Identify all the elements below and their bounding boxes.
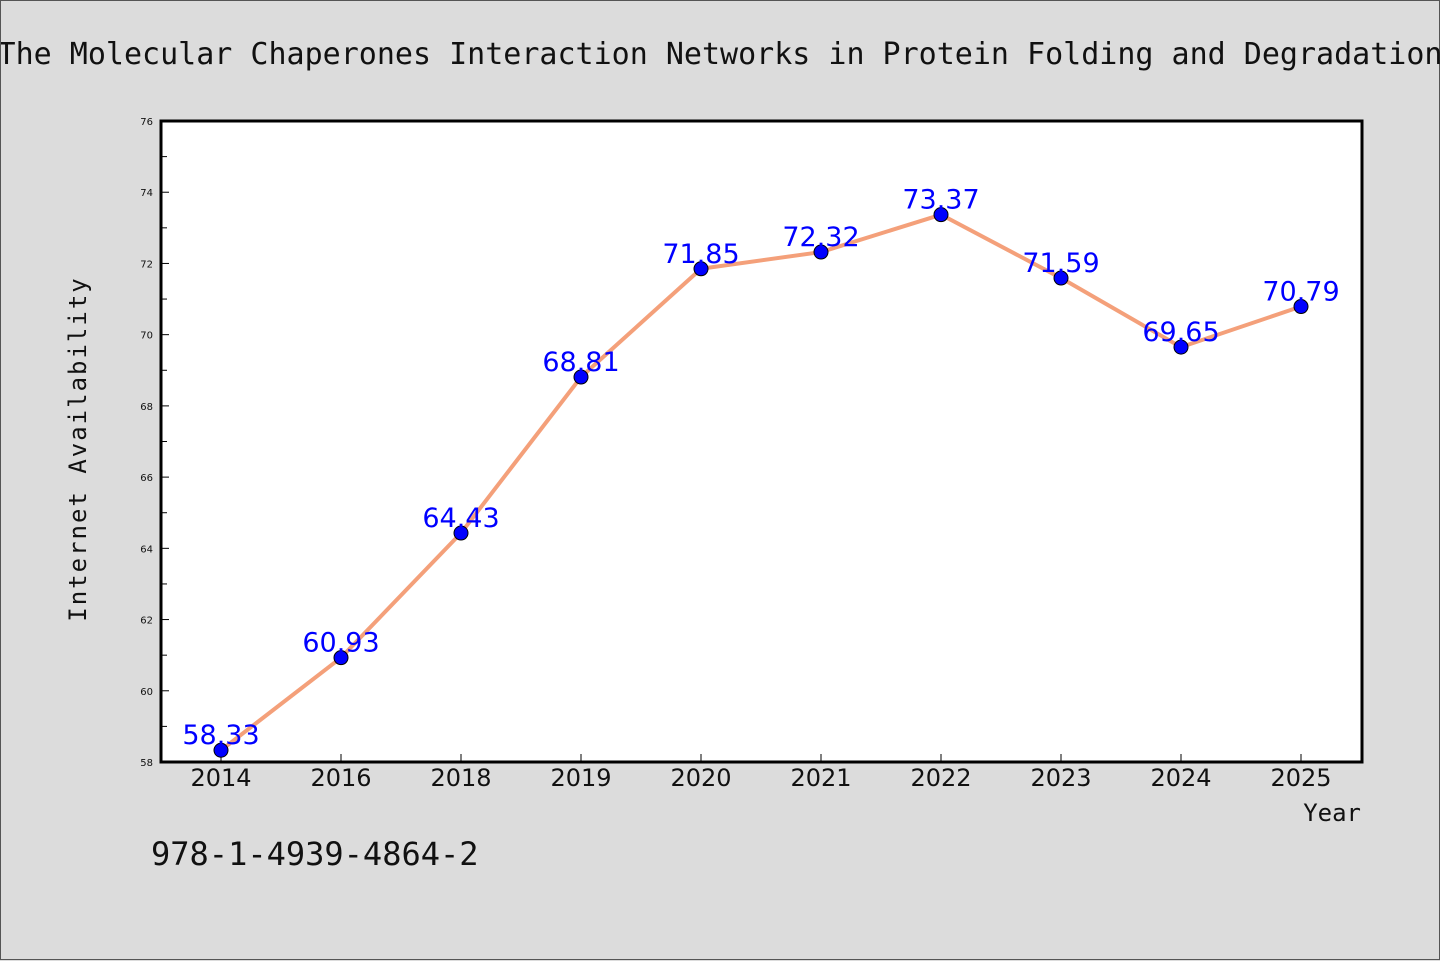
data-point: [213, 742, 229, 758]
y-tick-label: 60: [140, 687, 153, 698]
y-axis-label: Internet Availability: [64, 276, 92, 621]
x-tick-label: 2014: [190, 764, 251, 792]
y-tick-label: 72: [140, 259, 153, 270]
y-tick-label: 58: [140, 758, 153, 769]
data-point: [1293, 299, 1309, 315]
series-layer: [213, 207, 1309, 758]
data-point: [453, 525, 469, 541]
data-point: [693, 261, 709, 277]
isbn-label: 978-1-4939-4864-2: [151, 835, 479, 873]
data-label: 72.32: [782, 222, 859, 253]
data-point: [333, 650, 349, 666]
y-tick-label: 66: [140, 473, 153, 484]
x-tick-label: 2021: [790, 764, 851, 792]
data-point: [1053, 270, 1069, 286]
plot-area: [159, 119, 1364, 764]
y-tick-label: 62: [140, 616, 153, 627]
data-label: 69.65: [1142, 317, 1219, 348]
x-axis-label: Year: [1303, 799, 1361, 827]
data-point: [933, 207, 949, 223]
data-point: [573, 369, 589, 385]
data-point: [813, 244, 829, 260]
x-tick-label: 2016: [310, 764, 371, 792]
data-label-layer: 58.33 60.93 64.43 68.81 71.85 72.32 73.37 71.59…: [182, 185, 1339, 752]
data-label: 71.59: [1022, 248, 1099, 279]
y-tick-label: 76: [140, 117, 153, 128]
data-label: 73.37: [902, 185, 979, 216]
y-tick-label: 74: [140, 188, 153, 199]
y-tick-label: 70: [140, 331, 153, 342]
data-label: 70.79: [1262, 277, 1339, 308]
y-axis: 58 60 62 64 66 68 70 72 74 76: [140, 117, 169, 769]
x-tick-label: 2019: [550, 764, 611, 792]
x-tick-label: 2022: [910, 764, 971, 792]
x-tick-label: 2024: [1150, 764, 1211, 792]
data-label: 64.43: [422, 503, 499, 534]
data-label: 60.93: [302, 628, 379, 659]
data-label: 71.85: [662, 239, 739, 270]
y-tick-label: 68: [140, 402, 153, 413]
x-tick-label: 2023: [1030, 764, 1091, 792]
x-tick-label: 2025: [1270, 764, 1331, 792]
y-tick-label: 64: [140, 544, 153, 555]
chart-title: The Molecular Chaperones Interaction Net…: [1, 37, 1440, 72]
x-tick-label: 2018: [430, 764, 491, 792]
data-point: [1173, 339, 1189, 355]
data-label: 58.33: [182, 720, 259, 751]
x-axis: 2014 2016 2018 2019 2020 2021 2022 2023 2024 2025: [190, 754, 1332, 792]
series-line: [219, 212, 1303, 753]
x-tick-label: 2020: [670, 764, 731, 792]
data-label: 68.81: [542, 347, 619, 378]
